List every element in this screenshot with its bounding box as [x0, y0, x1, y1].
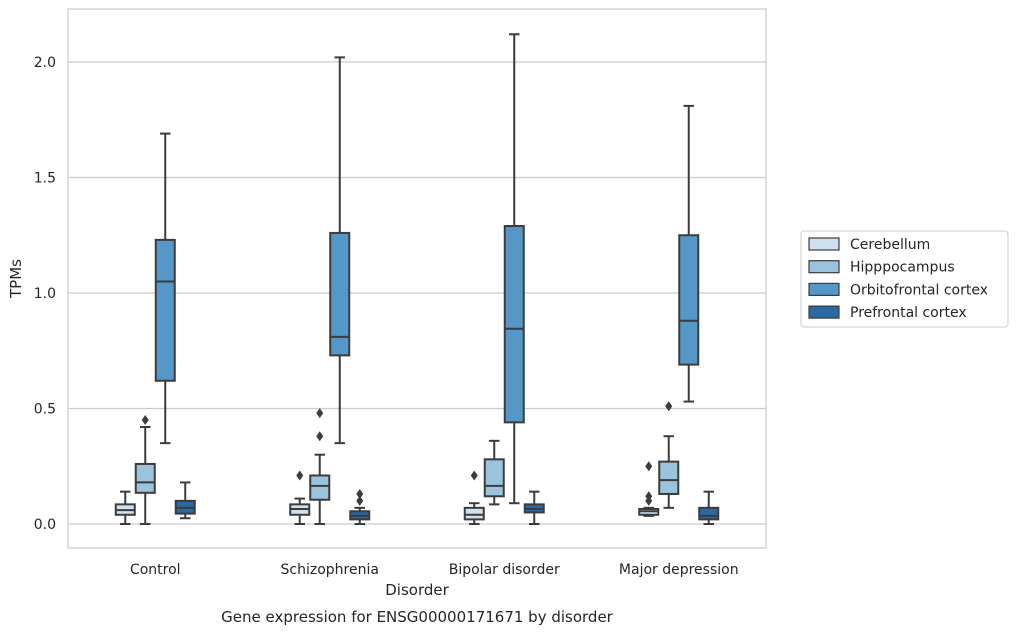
- box-group: [329, 56, 351, 445]
- outlier-point: [316, 431, 324, 442]
- outlier-point: [296, 470, 304, 481]
- outlier-point: [665, 401, 673, 412]
- outlier-point: [645, 461, 653, 472]
- legend-swatch: [808, 237, 840, 251]
- box: [658, 460, 680, 495]
- box: [483, 458, 505, 498]
- box-group: [658, 401, 680, 509]
- box-group: [698, 490, 720, 525]
- box-group: [309, 408, 331, 525]
- y-axis-ticks: 0.0 0.5 1.0 1.5 2.0: [34, 55, 56, 533]
- y-tick-label: 2.0: [34, 55, 56, 71]
- x-tick-label: Major depression: [619, 562, 739, 578]
- box-group: [483, 439, 505, 506]
- x-tick-label: Schizophrenia: [281, 562, 379, 578]
- legend: Cerebellum Hipppocampus Orbitofrontal cort…: [800, 230, 1009, 328]
- legend-frame: [800, 230, 1009, 328]
- boxes: [114, 33, 720, 525]
- box-group: [523, 490, 545, 525]
- box-group: [154, 132, 176, 445]
- y-tick-label: 1.5: [34, 171, 56, 187]
- y-tick-label: 0.5: [34, 402, 56, 418]
- y-tick-label: 1.0: [34, 286, 56, 302]
- y-axis-title: TPMs: [7, 259, 25, 299]
- outlier-point: [141, 415, 149, 426]
- box: [678, 234, 700, 366]
- box-group: [134, 415, 156, 525]
- box: [698, 506, 720, 521]
- legend-swatch: [808, 305, 840, 319]
- box: [463, 506, 485, 521]
- y-tick-label: 0.0: [34, 517, 56, 533]
- legend-swatch: [808, 282, 840, 296]
- outlier-point: [316, 408, 324, 419]
- outlier-point: [356, 495, 364, 506]
- box-group: [114, 490, 136, 525]
- outlier-point: [356, 488, 364, 499]
- x-axis-ticks: Control Schizophrenia Bipolar disorder Majo…: [130, 562, 739, 578]
- box: [329, 231, 351, 357]
- outlier-point: [645, 491, 653, 502]
- legend-swatch: [808, 260, 840, 274]
- box-group: [463, 470, 485, 525]
- plot-frame: [67, 8, 767, 549]
- box-group: [174, 481, 196, 520]
- box-group: [678, 104, 700, 403]
- legend-label: Cerebellum: [850, 237, 930, 253]
- legend-label: Prefrontal cortex: [850, 305, 967, 321]
- legend-label: Hipppocampus: [850, 260, 955, 276]
- x-axis-title: Disorder: [385, 581, 449, 599]
- gridlines: [68, 61, 766, 525]
- box: [503, 225, 525, 424]
- box: [154, 238, 176, 382]
- outlier-point: [470, 470, 478, 481]
- box: [134, 462, 156, 494]
- chart-title: Gene expression for ENSG00000171671 by d…: [221, 608, 614, 626]
- x-tick-label: Control: [130, 562, 181, 578]
- x-tick-label: Bipolar disorder: [449, 562, 560, 578]
- box-group: [638, 461, 660, 517]
- box-group: [503, 33, 525, 505]
- legend-label: Orbitofrontal cortex: [850, 282, 988, 298]
- box: [309, 474, 331, 501]
- box-group: [349, 488, 371, 525]
- box-group: [289, 470, 311, 525]
